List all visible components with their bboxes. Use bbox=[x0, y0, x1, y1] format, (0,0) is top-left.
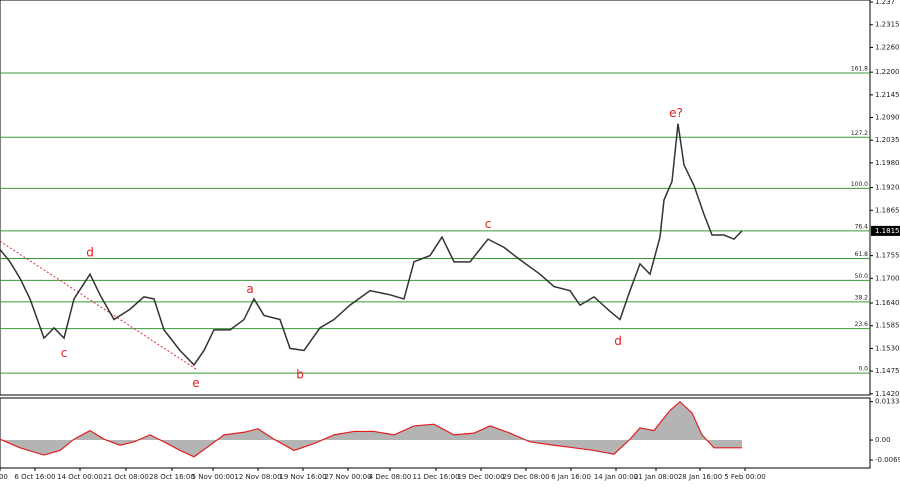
x-tick-label: 11 Dec 16:00 bbox=[412, 473, 459, 481]
current-price-label: 1.1815 bbox=[875, 227, 900, 235]
fib-label: 76.4 bbox=[855, 223, 869, 230]
wave-label: b bbox=[296, 368, 304, 382]
y-tick-label: 1.1980 bbox=[875, 159, 900, 167]
x-tick-label: 14 Oct 00:00 bbox=[57, 473, 103, 481]
x-tick-label: 29 Dec 08:00 bbox=[502, 473, 549, 481]
x-tick-label: 6 Jan 16:00 bbox=[551, 473, 591, 481]
x-tick-label: 6 Oct 16:00 bbox=[14, 473, 55, 481]
price-panel bbox=[0, 0, 871, 396]
y-tick-label: 1.1865 bbox=[875, 206, 900, 214]
x-tick-label: 28 Oct 16:00 bbox=[149, 473, 195, 481]
wave-label: c bbox=[485, 217, 492, 231]
oscillator-panel bbox=[0, 397, 871, 469]
y-tick-label: 1.1920 bbox=[875, 184, 900, 192]
x-tick-label: 21 Oct 08:00 bbox=[103, 473, 149, 481]
x-tick-label: 4 Dec 08:00 bbox=[369, 473, 412, 481]
fib-label: 50.0 bbox=[855, 273, 869, 280]
y-tick-label: 1.1475 bbox=[875, 367, 900, 375]
current-price-box bbox=[871, 225, 900, 236]
fib-label: 161.8 bbox=[851, 65, 868, 72]
y-tick-label: 1.2090 bbox=[875, 114, 900, 122]
fib-label: 23.6 bbox=[855, 321, 869, 328]
trendline bbox=[0, 240, 197, 370]
fib-label: 127.2 bbox=[851, 130, 868, 137]
y-tick-label: 1.237 bbox=[875, 0, 895, 6]
y-tick-label: 0.00 bbox=[875, 436, 891, 444]
wave-label: a bbox=[246, 282, 253, 296]
wave-label: e bbox=[192, 376, 199, 390]
fib-label: 61.8 bbox=[855, 251, 869, 258]
fib-label: 0.0 bbox=[858, 366, 868, 373]
wave-label: e? bbox=[669, 106, 683, 120]
y-tick-label: 1.2145 bbox=[875, 91, 900, 99]
y-tick-label: 1.1755 bbox=[875, 252, 900, 260]
x-tick-label: 19 Nov 16:00 bbox=[279, 473, 326, 481]
x-tick-label: 5 Feb 00:00 bbox=[724, 473, 765, 481]
y-tick-label: 1.1420 bbox=[875, 390, 900, 398]
wave-label: c bbox=[61, 346, 68, 360]
y-tick-label: 1.1530 bbox=[875, 344, 900, 352]
y-tick-label: 1.2035 bbox=[875, 136, 900, 144]
x-tick-label: 14 Jan 00:00 bbox=[594, 473, 638, 481]
oscillator-line bbox=[0, 400, 742, 458]
x-tick-label: 19 Dec 00:00 bbox=[457, 473, 504, 481]
oscillator-area bbox=[0, 401, 742, 457]
x-tick-label: 5 Nov 00:00 bbox=[192, 473, 235, 481]
x-tick-label: 8:00 bbox=[0, 473, 8, 481]
y-tick-label: 1.2315 bbox=[875, 21, 900, 29]
y-tick-label: 1.1640 bbox=[875, 299, 900, 307]
fib-label: 38.2 bbox=[855, 294, 869, 301]
y-tick-label: 0.01334 bbox=[875, 398, 900, 406]
x-tick-label: 28 Jan 16:00 bbox=[678, 473, 722, 481]
y-tick-label: 1.2200 bbox=[875, 68, 900, 76]
fib-label: 100.0 bbox=[851, 181, 868, 188]
y-tick-label: 1.2260 bbox=[875, 43, 900, 51]
x-tick-label: 12 Nov 08:00 bbox=[234, 473, 281, 481]
y-tick-label: -0.00695 bbox=[875, 456, 900, 464]
x-tick-label: 21 Jan 08:00 bbox=[634, 473, 678, 481]
y-tick-label: 1.1585 bbox=[875, 322, 900, 330]
wave-label: d bbox=[614, 334, 622, 348]
x-tick-label: 27 Nov 00:00 bbox=[324, 473, 371, 481]
price-line bbox=[0, 123, 743, 367]
wave-label: d bbox=[86, 245, 94, 259]
y-tick-label: 1.1700 bbox=[875, 274, 900, 282]
